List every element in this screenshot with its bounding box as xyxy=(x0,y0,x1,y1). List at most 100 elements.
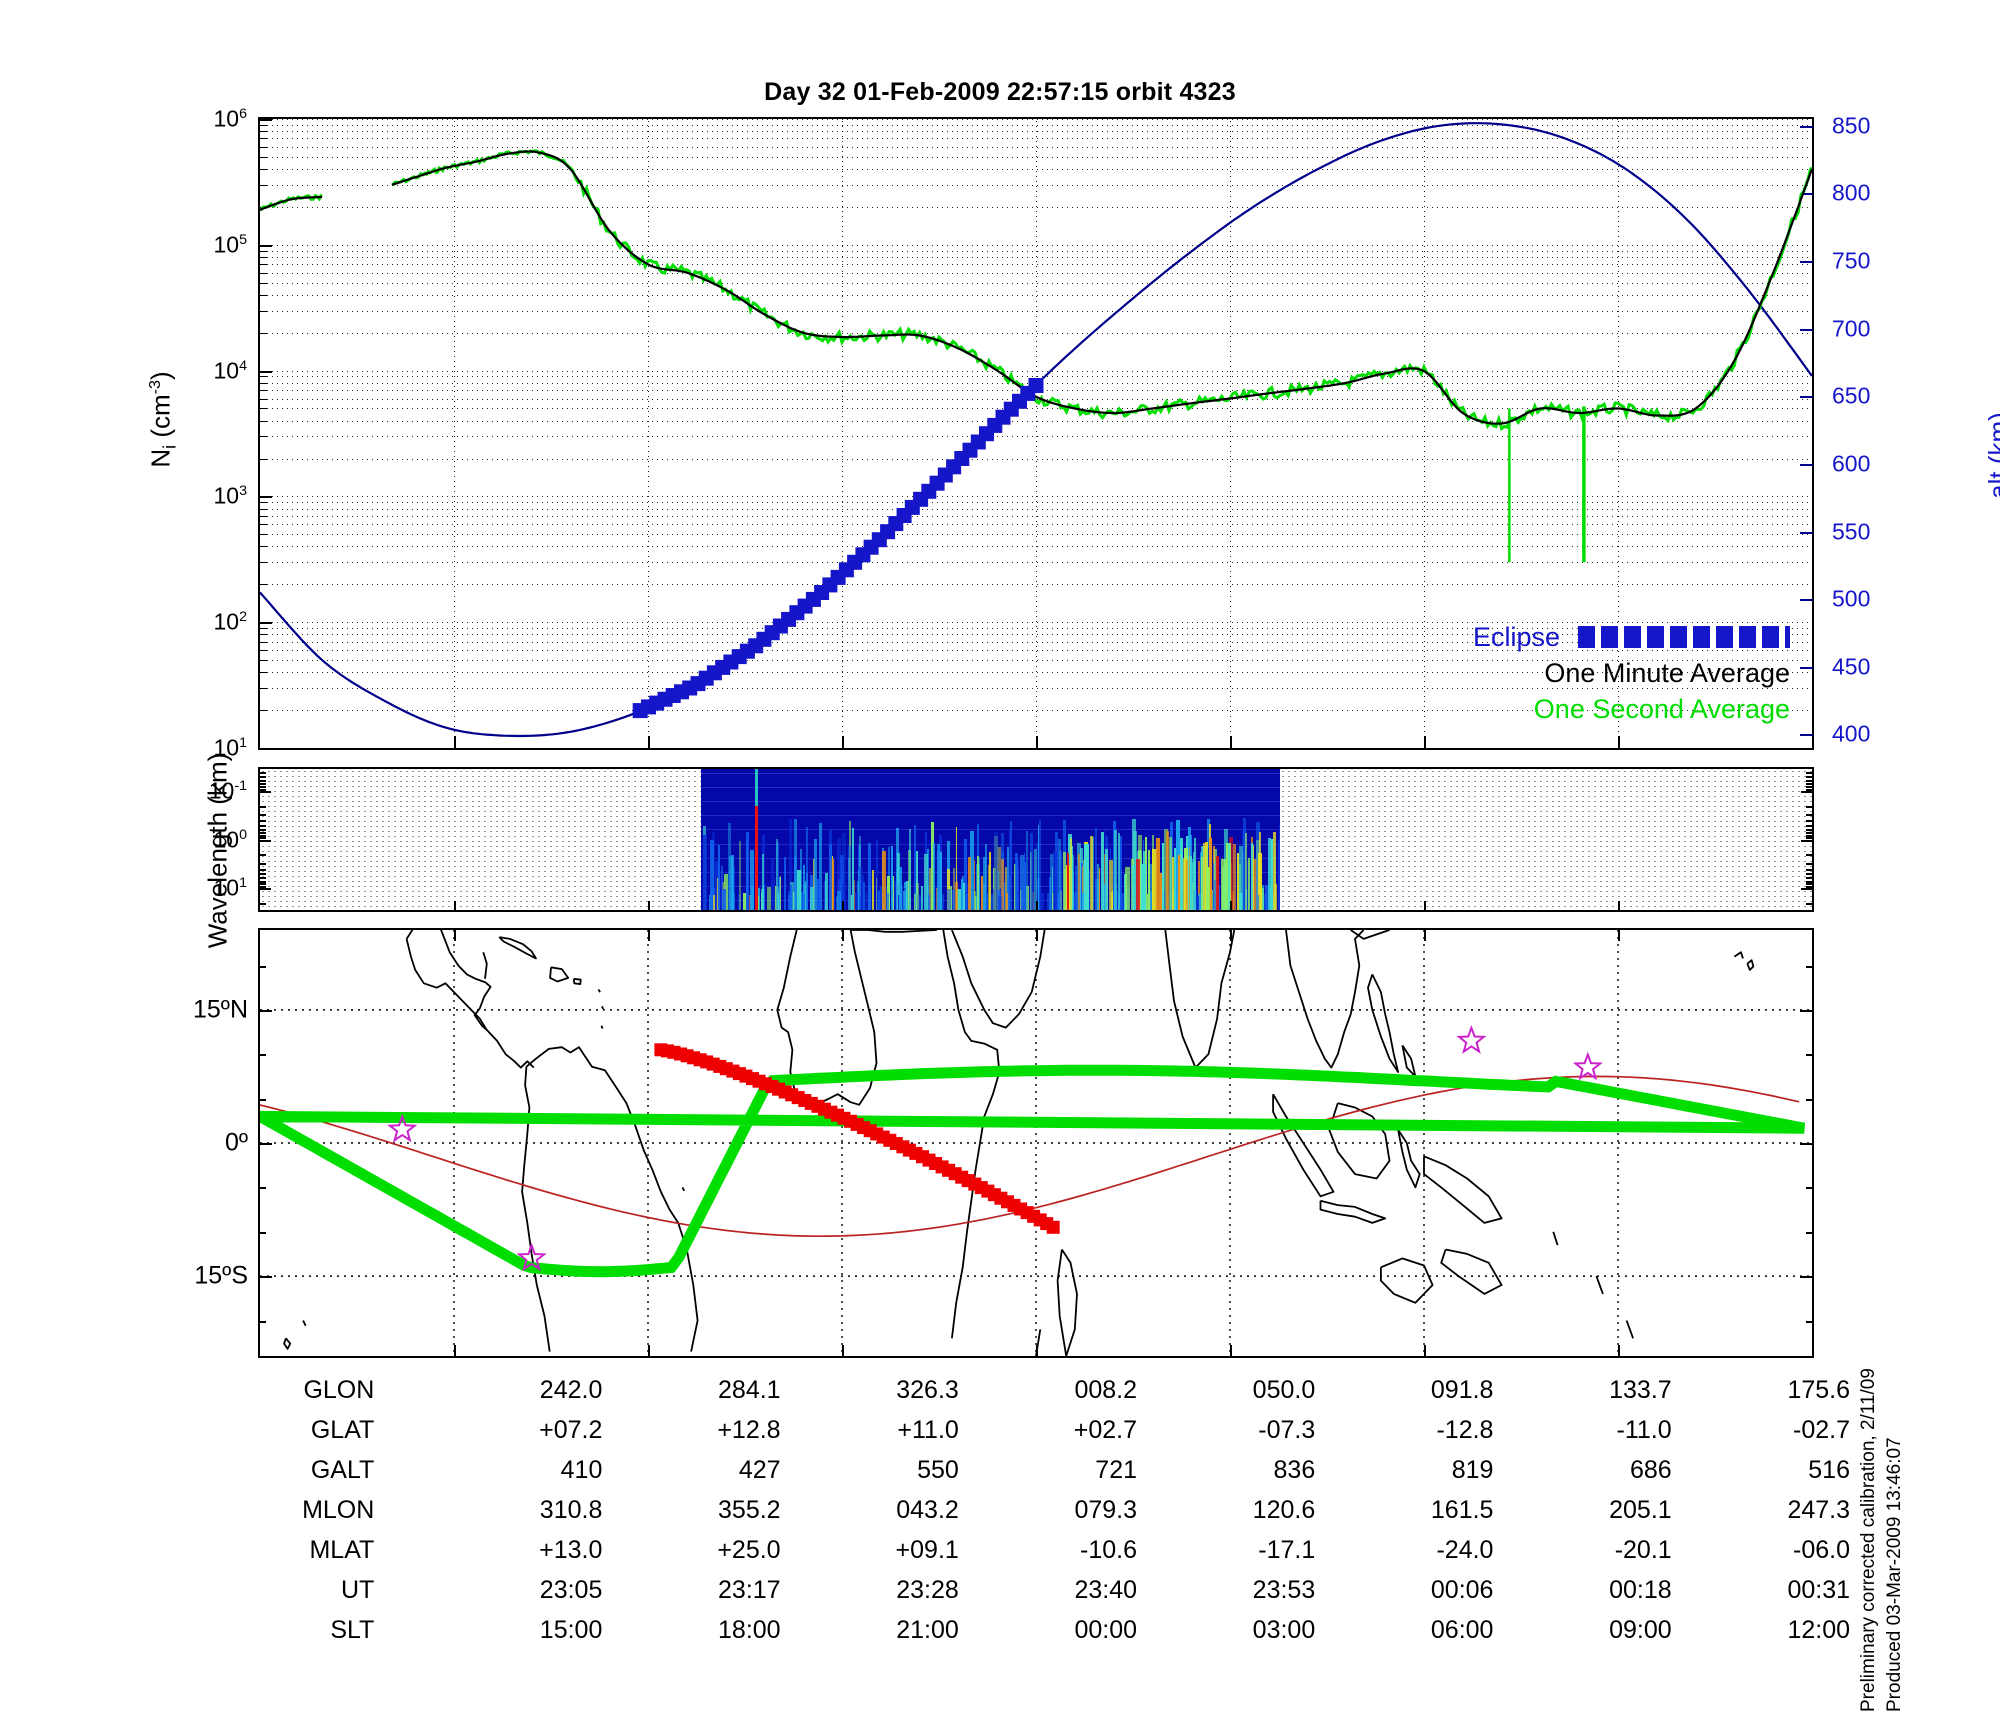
wavelength-tick xyxy=(259,791,271,793)
ni-axis-label: 102 xyxy=(185,609,247,636)
spectrogram-streak xyxy=(810,887,814,910)
spectrogram-streak-bright xyxy=(1105,849,1108,910)
spectrogram-streak xyxy=(899,867,902,910)
table-row-label: GLAT xyxy=(150,1412,374,1452)
spectrogram-streak xyxy=(859,867,863,910)
spectrogram-streak-bright xyxy=(1101,832,1104,910)
spectrogram-band xyxy=(701,787,1280,788)
map-lat-tick xyxy=(259,1276,272,1278)
spectrogram-streak xyxy=(921,886,924,910)
table-cell: -07.3 xyxy=(1137,1412,1315,1452)
table-cell: -20.1 xyxy=(1493,1532,1671,1572)
spectrogram-streak-bright xyxy=(1183,858,1186,910)
ni-axis-label: 105 xyxy=(185,231,247,258)
table-cell: 00:31 xyxy=(1672,1572,1850,1612)
spectrogram-streak xyxy=(1006,893,1009,910)
spectrogram-streak xyxy=(886,893,889,910)
ni-axis-label: 103 xyxy=(185,483,247,510)
wavelength-minor-tick xyxy=(259,873,266,875)
table-row-label: GALT xyxy=(150,1452,374,1492)
table-cell: +13.0 xyxy=(374,1532,602,1572)
coastline-segment xyxy=(1286,930,1364,1068)
table-cell: +02.7 xyxy=(959,1412,1137,1452)
coastline-segment xyxy=(1747,960,1753,970)
coastline-segment xyxy=(1734,952,1743,958)
spectrogram-streak xyxy=(1265,885,1268,910)
spectrogram-band xyxy=(701,829,1280,830)
spectrogram-streak-bright xyxy=(1132,865,1135,910)
table-cell: 284.1 xyxy=(602,1372,780,1412)
wavelength-minor-tick xyxy=(1806,869,1813,871)
map-lat-minor-tick xyxy=(1806,1054,1813,1056)
map-lat-tick xyxy=(1800,1010,1813,1012)
alt-axis-label: 650 xyxy=(1832,383,1870,410)
spectrogram-streak xyxy=(746,840,748,910)
spectrogram-streak xyxy=(739,841,741,910)
wavelength-minor-tick xyxy=(259,806,266,808)
coastline-segment xyxy=(1402,1045,1415,1076)
spectrogram-streak xyxy=(909,829,910,910)
wavelength-minor-tick xyxy=(1806,881,1813,883)
ni-units-open: (cm xyxy=(145,394,175,445)
spectrogram-streak xyxy=(933,843,935,910)
spectrogram-streak xyxy=(703,835,707,910)
wavelength-minor-tick xyxy=(259,881,266,883)
legend-item-one-minute: One Minute Average xyxy=(1473,655,1790,691)
spectrogram-streak xyxy=(1075,866,1077,910)
spectrogram-x-tick xyxy=(454,901,456,911)
spectrogram-streak-bright xyxy=(1245,833,1247,910)
spectrogram-streak-bright xyxy=(1203,843,1206,910)
map-lat-tick xyxy=(259,1143,272,1145)
table-cell: 427 xyxy=(602,1452,780,1492)
wavelength-minor-tick xyxy=(259,903,266,905)
table-cell: 09:00 xyxy=(1493,1612,1671,1652)
map-eclipse-marker xyxy=(1047,1221,1060,1234)
map-latitude-label: 0º xyxy=(130,1129,248,1158)
spectrogram-streak xyxy=(983,857,985,910)
wavelength-spectrogram-panel xyxy=(258,767,1814,912)
spectrogram-band xyxy=(701,844,1280,845)
map-lat-minor-tick xyxy=(259,1187,266,1189)
table-cell: 18:00 xyxy=(602,1612,780,1652)
wavelength-minor-tick xyxy=(259,877,266,879)
one-minute-average-curve-segment-2 xyxy=(392,152,1812,424)
coastline-segment xyxy=(1329,1103,1389,1178)
spectrogram-streak-bright xyxy=(1180,838,1183,910)
spectrogram-streak xyxy=(776,839,778,910)
table-row-label: MLAT xyxy=(150,1532,374,1572)
map-latitude-label: 15ºN xyxy=(130,995,248,1024)
spectrogram-streak-bright xyxy=(1233,844,1236,910)
coastline-segment xyxy=(1627,1321,1634,1339)
wavelength-minor-tick xyxy=(259,869,266,871)
spectrogram-streak-bright xyxy=(1253,845,1255,910)
alt-axis-label: 750 xyxy=(1832,248,1870,275)
spectrogram-band xyxy=(701,773,1280,774)
map-lon-tick xyxy=(454,929,456,941)
coastline-segment xyxy=(1273,1094,1333,1196)
map-lon-tick xyxy=(1424,929,1426,941)
spectrogram-streak xyxy=(1120,893,1124,910)
spectrogram-streak xyxy=(891,846,893,910)
spectrogram-streak xyxy=(1040,893,1044,910)
map-lat-minor-tick xyxy=(1806,966,1813,968)
wavelength-minor-tick xyxy=(1806,820,1813,822)
coastline-segment xyxy=(407,939,534,1068)
map-lat-minor-tick xyxy=(259,1232,266,1234)
map-lon-tick xyxy=(842,929,844,941)
table-cell: 410 xyxy=(374,1452,602,1492)
spectrogram-x-tick xyxy=(1230,901,1232,911)
wavelength-tick xyxy=(259,888,271,890)
alt-axis-label: 550 xyxy=(1832,518,1870,545)
map-gridlines xyxy=(260,930,1812,1356)
spectrogram-streak xyxy=(800,849,802,910)
table-cell: +11.0 xyxy=(781,1412,959,1452)
spectrogram-streak-bright xyxy=(1192,862,1196,910)
ni-axis-label: 101 xyxy=(185,735,247,762)
table-cell: 00:18 xyxy=(1493,1572,1671,1612)
coastline-segment xyxy=(851,930,937,932)
spectrogram-streak xyxy=(855,892,859,910)
spectrogram-streak xyxy=(797,870,800,910)
map-lon-tick xyxy=(1424,1345,1426,1357)
